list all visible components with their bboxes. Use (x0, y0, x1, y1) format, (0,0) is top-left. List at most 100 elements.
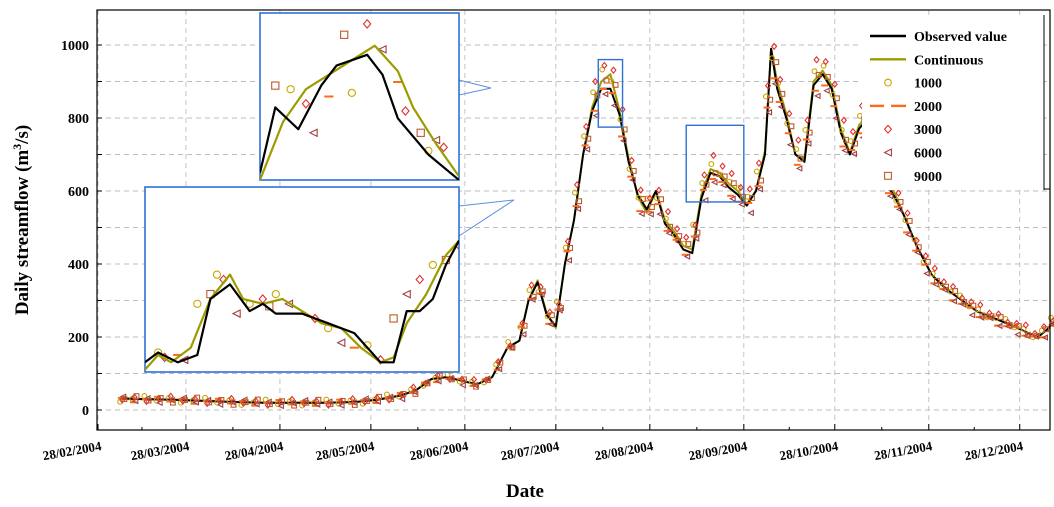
legend-swatch (883, 148, 892, 157)
marker-9000 (943, 283, 950, 290)
marker-3000 (822, 57, 829, 66)
legend-box (862, 18, 1044, 190)
marker-9000 (339, 397, 346, 404)
zoom-layer (458, 58, 745, 237)
marker-6000 (786, 141, 794, 149)
legend-label: Continuous (914, 53, 984, 68)
marker-9000 (230, 401, 237, 408)
marker-3000 (646, 194, 653, 203)
marker-9000 (594, 92, 601, 99)
marker-9000 (797, 155, 804, 162)
marker-9000 (376, 393, 383, 400)
marker-1000 (838, 126, 845, 133)
marker-1000 (902, 217, 909, 224)
marker-3000 (755, 159, 763, 167)
marker-9000 (852, 140, 859, 147)
inset-upper-continuous-line (260, 44, 459, 180)
marker-6000 (1041, 334, 1048, 341)
inset-lower-marker-1000 (212, 270, 222, 279)
marker-9000 (676, 233, 683, 239)
marker-9000 (934, 277, 940, 284)
marker-3000 (895, 189, 902, 197)
marker-1000 (1038, 327, 1045, 334)
marker-1000 (947, 288, 954, 295)
marker-6000 (923, 270, 930, 277)
marker-9000 (997, 314, 1004, 320)
marker-6000 (538, 291, 545, 298)
marker-3000 (701, 171, 708, 179)
marker-1000 (662, 215, 669, 222)
marker-6000 (886, 192, 894, 200)
marker-6000 (832, 114, 839, 122)
marker-3000 (840, 116, 847, 125)
marker-6000 (914, 249, 921, 256)
legend-swatch (883, 124, 893, 134)
inset-upper-marker-6000 (377, 44, 387, 54)
marker-9000 (779, 90, 786, 97)
marker-9000 (121, 396, 128, 402)
marker-9000 (897, 199, 904, 205)
marker-3000 (204, 399, 211, 408)
marker-3000 (179, 397, 187, 405)
marker-6000 (895, 206, 903, 213)
marker-6000 (710, 179, 718, 186)
marker-9000 (412, 390, 419, 397)
marker-9000 (363, 398, 370, 404)
inset-upper-marker-6000 (308, 128, 318, 138)
marker-9000 (773, 59, 780, 66)
marker-3000 (719, 162, 726, 170)
marker-9000 (521, 322, 528, 329)
marker-9000 (739, 193, 746, 200)
callout-lower (458, 199, 515, 237)
marker-3000 (637, 186, 644, 194)
plot-frame (96, 9, 1051, 431)
marker-3000 (931, 264, 938, 273)
marker-3000 (610, 66, 617, 74)
marker-1000 (975, 306, 982, 313)
y-tick-label: 400 (68, 258, 89, 273)
legend-label: Observed value (914, 30, 1007, 45)
marker-9000 (906, 217, 913, 224)
marker-9000 (988, 313, 995, 320)
marker-3000 (710, 151, 717, 160)
marker-6000 (674, 238, 682, 246)
inset-lower-marker-6000 (179, 355, 189, 365)
marker-3000 (831, 80, 838, 89)
marker-6000 (904, 231, 912, 238)
inset-lower-frame (144, 186, 460, 373)
inset-lower (144, 186, 460, 373)
marker-9000 (603, 77, 610, 84)
marker-9000 (843, 136, 849, 143)
marker-1000 (571, 189, 578, 196)
marker-9000 (279, 398, 285, 405)
marker-9000 (351, 402, 358, 408)
marker-6000 (337, 402, 345, 409)
marker-6000 (216, 401, 224, 409)
legend-label: 9000 (914, 170, 942, 185)
marker-3000 (398, 390, 405, 399)
marker-6000 (950, 297, 958, 305)
marker-6000 (277, 402, 284, 410)
inset-lower-marker-6000 (401, 289, 411, 299)
marker-9000 (1015, 323, 1022, 329)
marker-9000 (291, 402, 298, 409)
marker-1000 (708, 161, 715, 168)
legend: Observed value Continuous 1000 2000 3000 6000… (862, 15, 1050, 190)
marker-9000 (703, 181, 710, 188)
marker-3000 (764, 81, 772, 90)
marker-6000 (656, 210, 663, 218)
marker-9000 (461, 376, 467, 383)
marker-6000 (747, 209, 754, 217)
marker-1000 (811, 68, 818, 75)
marker-1000 (681, 240, 688, 247)
marker-9000 (530, 293, 537, 300)
marker-1000 (929, 270, 936, 277)
marker-3000 (325, 401, 332, 409)
marker-6000 (756, 185, 763, 193)
marker-1000 (753, 168, 760, 175)
marker-6000 (583, 146, 591, 153)
marker-6000 (683, 253, 691, 260)
marker-9000 (1043, 326, 1050, 333)
